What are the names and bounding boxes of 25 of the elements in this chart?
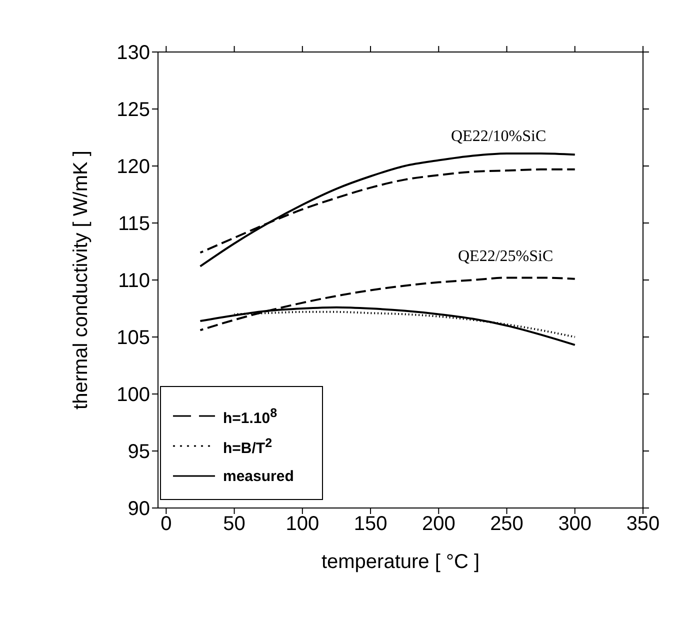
y-tick-label: 125: [116, 99, 150, 122]
legend-label: h=B/T$^{2}$: [223, 436, 272, 456]
y-axis-title: thermal conductivity [ W/mK ]: [70, 150, 92, 410]
annotation: QE22/25%SiC: [458, 248, 554, 266]
x-tick-label: 150: [354, 513, 388, 536]
y-tick-label: 100: [116, 384, 150, 406]
legend-label: measured: [223, 468, 294, 484]
line-series: [199, 152, 576, 268]
y-tick-label: 120: [116, 156, 150, 178]
y-tick-label: 110: [118, 270, 150, 292]
x-tick-label: 200: [422, 513, 456, 536]
x-tick-label: 300: [558, 513, 592, 536]
x-tick-label: 0: [160, 513, 172, 536]
annotation: QE22/10%SiC: [451, 128, 546, 146]
x-tick-label: 100: [286, 513, 320, 536]
x-tick-label: 250: [490, 513, 524, 536]
y-tick-label: 95: [128, 441, 150, 464]
y-tick-label: 105: [116, 327, 150, 350]
x-tick-label: 350: [626, 513, 660, 536]
x-tick-label: 50: [223, 513, 246, 536]
x-axis-title: temperature [ °C ]: [321, 551, 480, 573]
legend-label: h=1.10$^{8}$: [223, 406, 278, 426]
y-tick-label: 90: [128, 498, 150, 520]
y-tick-label: 130: [116, 42, 150, 64]
y-tick-label: 115: [118, 213, 150, 236]
